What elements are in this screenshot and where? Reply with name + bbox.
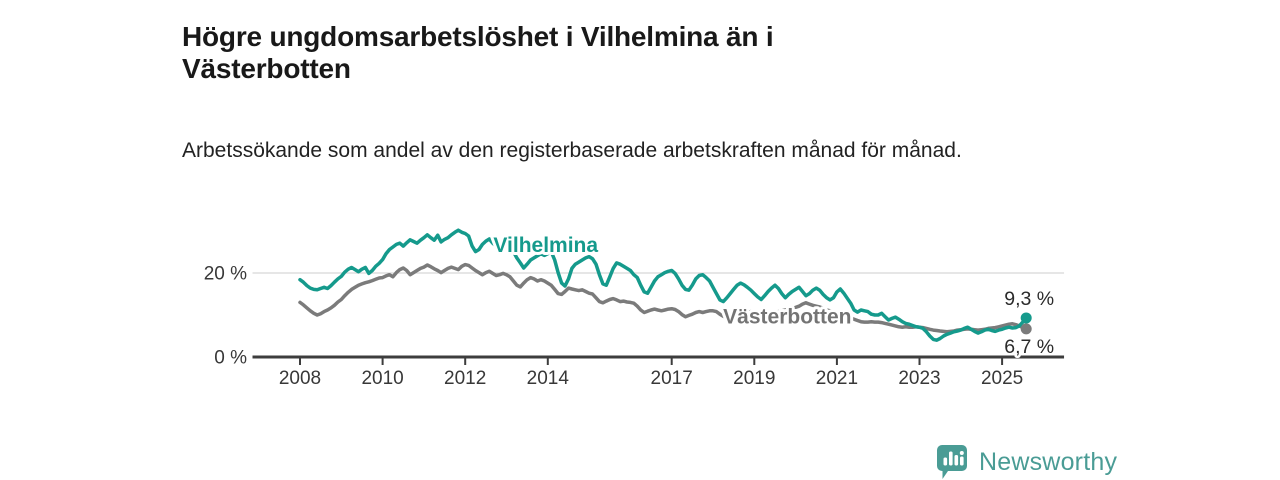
- end-dot: [1020, 312, 1032, 324]
- y-tick-label: 20 %: [204, 264, 247, 285]
- x-tick-label: 2010: [361, 368, 403, 389]
- x-tick-label: 2012: [444, 368, 486, 389]
- page-title: Högre ungdomsarbetslöshet i Vilhelmina ä…: [182, 20, 774, 84]
- page-subtitle: Arbetssökande som andel av den registerb…: [182, 139, 962, 162]
- series-label-vilhelmina: Vilhelmina: [493, 234, 598, 257]
- x-tick-label: 2017: [651, 368, 693, 389]
- vsterbotten-line: [298, 262, 1028, 334]
- newsworthy-badge-icon: [937, 445, 967, 479]
- x-tick-label: 2021: [816, 368, 858, 389]
- end-value-label: 6,7 %: [1004, 336, 1054, 358]
- end-value-label: 9,3 %: [1004, 288, 1054, 310]
- x-tick-label: 2019: [733, 368, 775, 389]
- vilhelmina-line: [298, 228, 1028, 342]
- end-dot: [1020, 323, 1032, 335]
- x-tick-label: 2023: [898, 368, 940, 389]
- newsworthy-logo: Newsworthy: [936, 444, 1117, 480]
- series-label-vsterbotten: Västerbotten: [723, 306, 851, 329]
- x-tick-label: 2014: [527, 368, 570, 389]
- x-tick-label: 2025: [981, 368, 1023, 389]
- y-tick-label: 0 %: [214, 348, 247, 369]
- x-tick-label: 2008: [279, 368, 321, 389]
- newsworthy-wordmark: Newsworthy: [979, 447, 1118, 476]
